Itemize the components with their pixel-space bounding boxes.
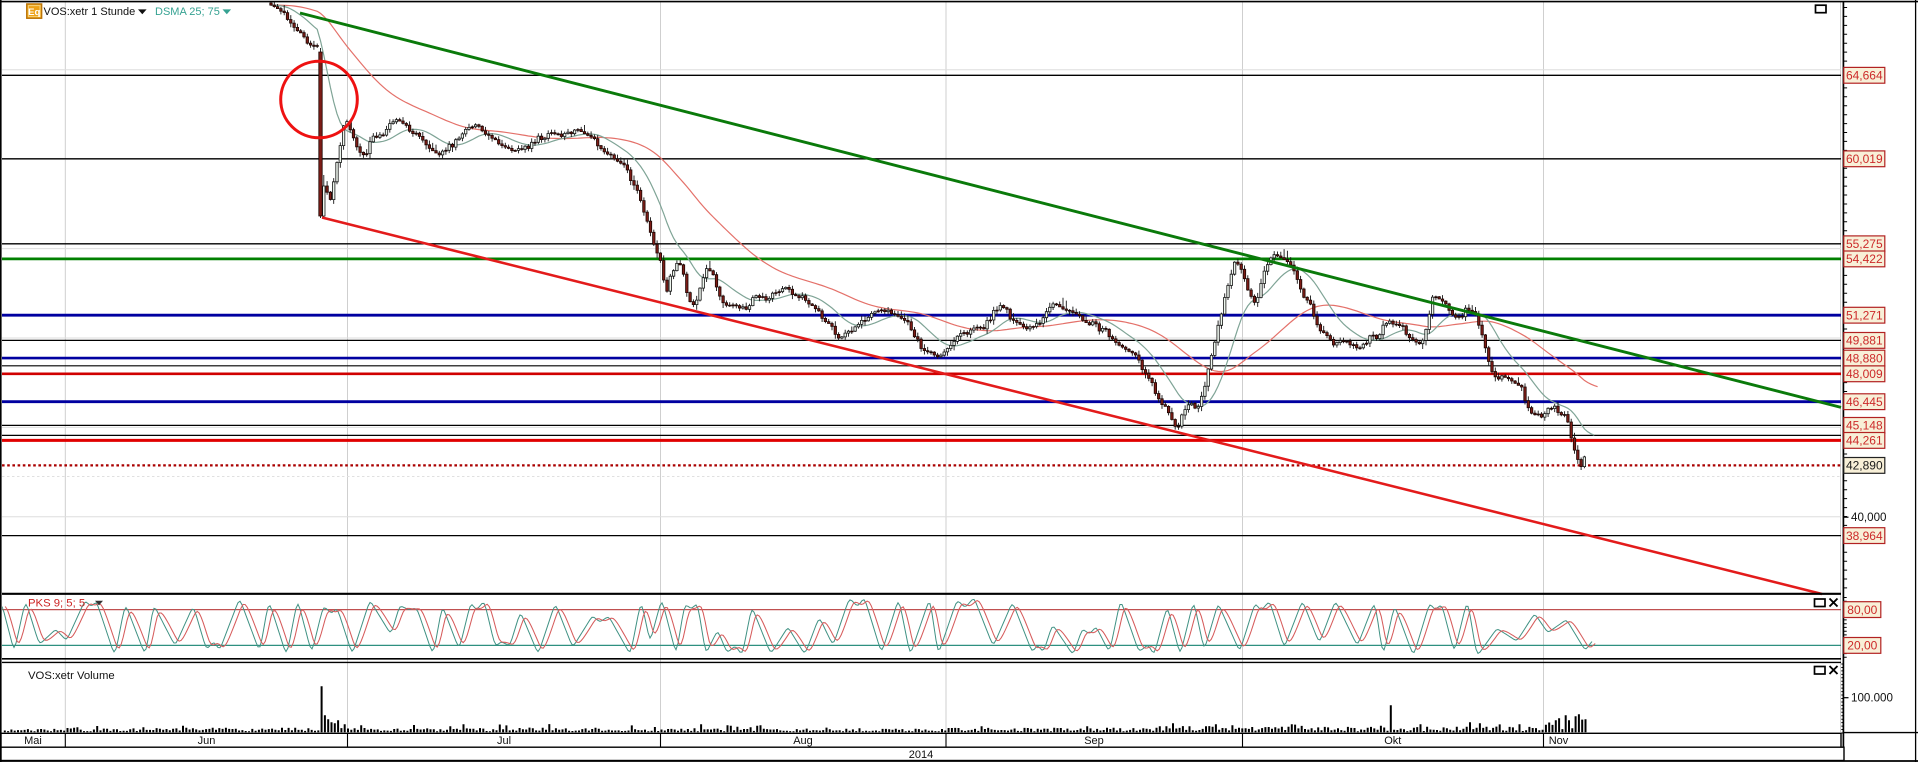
svg-text:Jun: Jun [198,735,216,747]
svg-text:48,009: 48,009 [1846,367,1883,381]
svg-text:VOS:xetr Volume: VOS:xetr Volume [28,670,115,682]
svg-text:42,890: 42,890 [1846,459,1883,473]
svg-text:Nov: Nov [1549,735,1569,747]
svg-text:Jul: Jul [497,735,511,747]
svg-text:60,019: 60,019 [1846,152,1883,166]
svg-text:46,445: 46,445 [1846,395,1883,409]
svg-text:54,422: 54,422 [1846,252,1883,266]
svg-text:2014: 2014 [909,749,933,761]
svg-text:Eq: Eq [28,7,40,18]
svg-text:40,000: 40,000 [1851,511,1886,524]
svg-text:VOS:xetr 1 Stunde: VOS:xetr 1 Stunde [44,6,136,18]
svg-text:DSMA 25; 75: DSMA 25; 75 [155,6,220,18]
svg-text:Okt: Okt [1384,735,1401,747]
svg-text:64,664: 64,664 [1846,69,1883,83]
svg-text:100.000: 100.000 [1851,692,1893,705]
svg-text:20,00: 20,00 [1847,639,1877,653]
svg-text:80,00: 80,00 [1847,603,1877,617]
svg-text:38,964: 38,964 [1846,529,1883,543]
svg-text:44,261: 44,261 [1846,434,1883,448]
svg-text:PKS 9; 5; 5: PKS 9; 5; 5 [28,597,85,609]
svg-text:45,148: 45,148 [1846,419,1883,433]
svg-text:55,275: 55,275 [1846,237,1883,251]
svg-text:48,880: 48,880 [1846,351,1883,365]
svg-text:Mai: Mai [24,735,42,747]
svg-text:Aug: Aug [793,735,813,747]
svg-text:51,271: 51,271 [1846,308,1883,322]
svg-text:49,881: 49,881 [1846,334,1883,348]
svg-text:Sep: Sep [1084,735,1104,747]
